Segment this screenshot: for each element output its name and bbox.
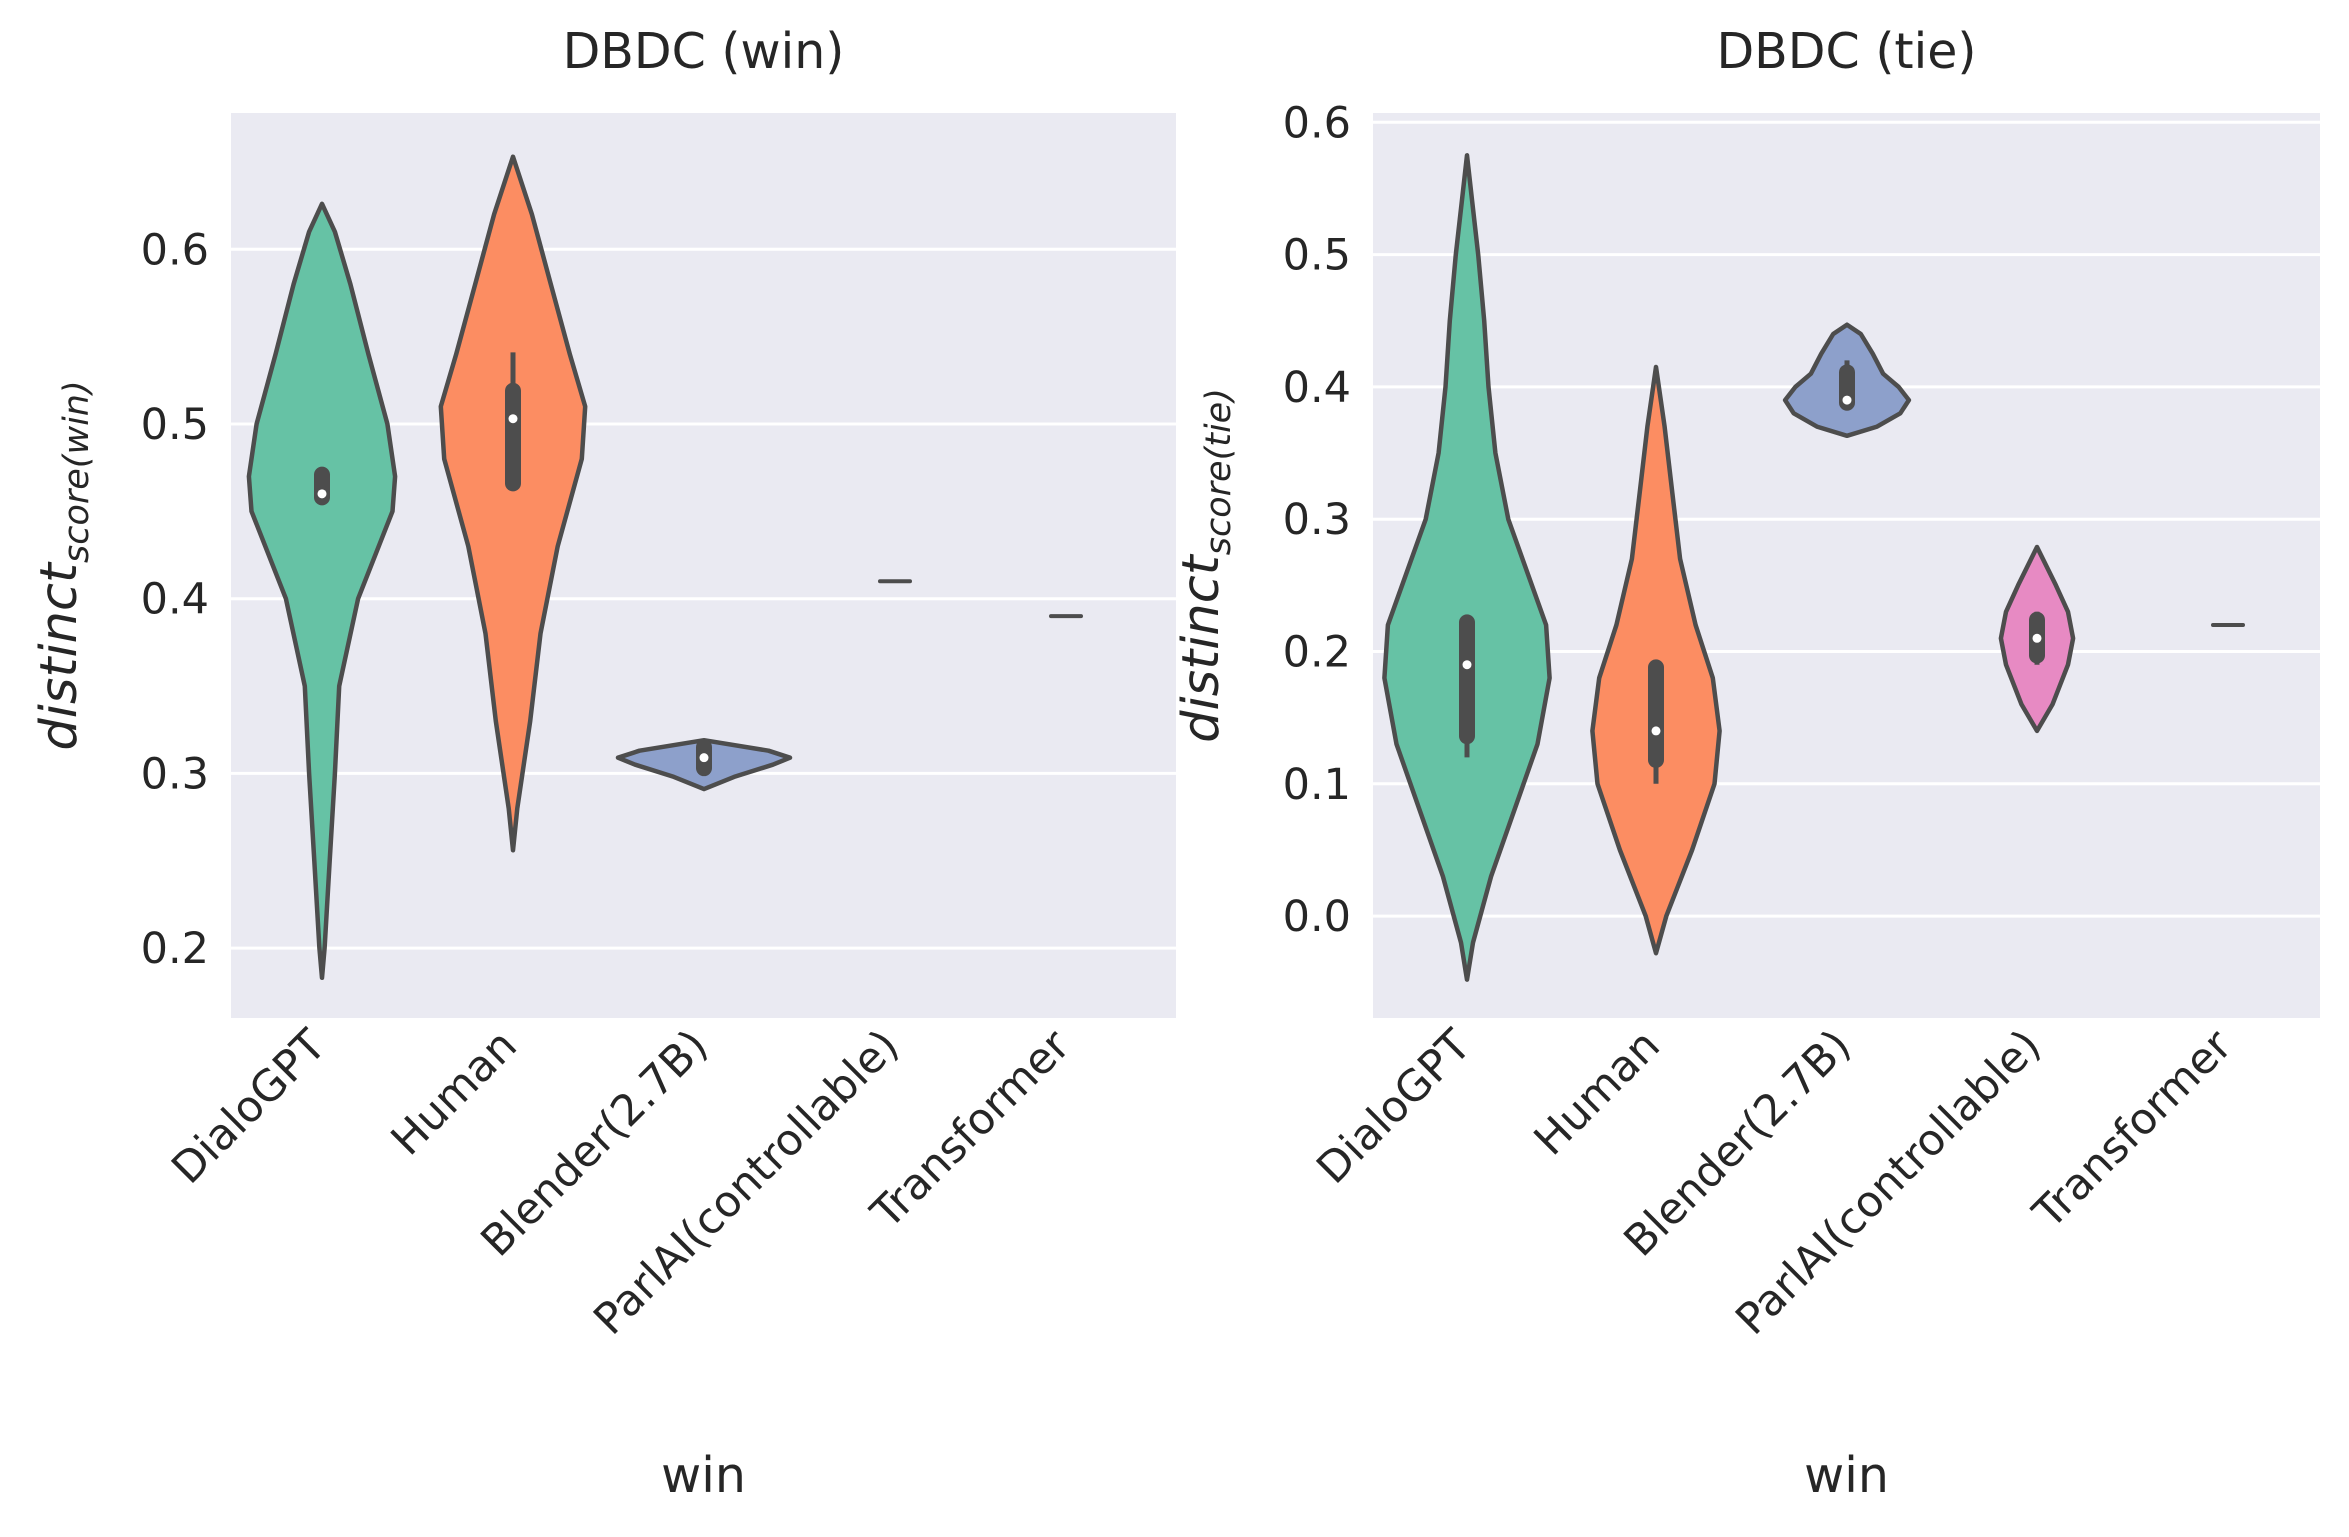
y-tick-label: 0.6 — [1283, 98, 1351, 148]
violin-dialogpt — [1382, 153, 1552, 982]
x-tick-label: DialoGPT — [162, 1020, 336, 1194]
violin-median-dot — [317, 489, 327, 499]
y-tick-label: 0.2 — [141, 924, 209, 974]
violin-median-dot — [508, 414, 518, 424]
violin-dialogpt — [246, 201, 398, 981]
y-axis-label-subscript: score(win) — [57, 380, 97, 563]
violin-median-dot — [1842, 395, 1852, 405]
y-tick-label: 0.5 — [1283, 231, 1351, 281]
plot-area-tie — [1373, 113, 2320, 1018]
violin-blender-2-7b- — [615, 737, 793, 792]
violin-body — [438, 154, 588, 853]
y-tick-label: 0.4 — [141, 575, 209, 625]
x-tick-label: Transformer — [2023, 1020, 2242, 1239]
violin-blender-2-7b- — [1782, 322, 1912, 439]
y-axis-label-base: distinct — [30, 561, 89, 751]
x-axis-label: win — [661, 1447, 746, 1504]
x-axis-label: win — [1804, 1447, 1889, 1504]
y-axis-label-subscript: score(tie) — [1199, 388, 1239, 555]
violin-human — [1590, 364, 1722, 956]
y-tick-label: 0.1 — [1283, 760, 1351, 810]
violin-panel-win: 0.2 0.3 0.4 0.5 0.6 DBDC (win) win distinctscor… — [30, 23, 1176, 1504]
violin-panel-tie: 0.0 0.1 0.2 0.3 0.4 0.5 0.6 DBDC (tie) win distin… — [1172, 23, 2320, 1504]
x-tick-label: Human — [382, 1020, 527, 1165]
y-tick-label: 0.2 — [1283, 628, 1351, 678]
chart-title: DBDC (tie) — [1716, 23, 1976, 80]
plot-area-win — [231, 113, 1176, 1018]
violin-human — [438, 154, 588, 853]
x-tick-label: DialoGPT — [1307, 1020, 1481, 1194]
violin-median-dot — [1462, 660, 1472, 670]
chart-title: DBDC (win) — [563, 23, 845, 80]
violin-body — [1382, 153, 1552, 982]
y-tick-label: 0.0 — [1283, 892, 1351, 942]
violin-body — [246, 201, 398, 981]
violin-median-dot — [699, 753, 709, 763]
y-tick-label: 0.3 — [141, 749, 209, 799]
violin-median-dot — [2032, 633, 2042, 643]
x-tick-label: ParlAI(controllable) — [1726, 1020, 2050, 1344]
y-axis-label-base: distinct — [1172, 553, 1231, 743]
violin-median-dot — [1651, 726, 1661, 736]
y-tick-label: 0.4 — [1283, 363, 1351, 413]
y-axis-label: distinctscore(win) — [30, 380, 97, 750]
y-tick-label: 0.6 — [141, 225, 209, 275]
y-axis-label: distinctscore(tie) — [1172, 388, 1239, 743]
violin-parlai-controllable- — [1998, 544, 2076, 734]
y-tick-label: 0.3 — [1283, 495, 1351, 545]
y-tick-label: 0.5 — [141, 400, 209, 450]
x-tick-label: Human — [1525, 1020, 1670, 1165]
